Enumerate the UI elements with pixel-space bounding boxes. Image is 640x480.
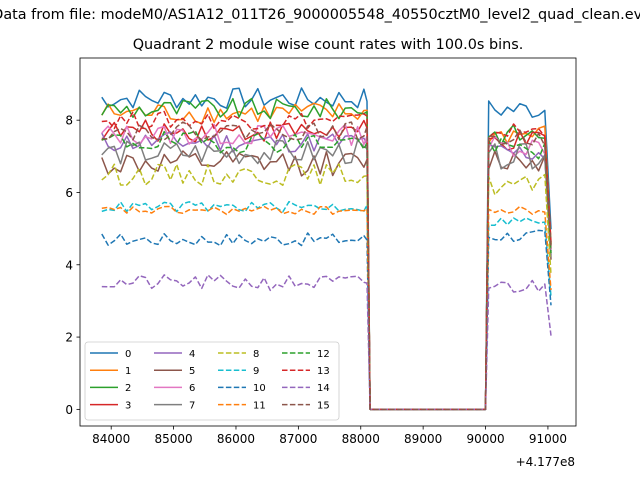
legend-entry-9: 9 <box>218 366 259 377</box>
series-line-8 <box>101 163 552 411</box>
legend-label: 6 <box>189 383 195 394</box>
series-line-10 <box>101 229 552 411</box>
y-tick-label: 8 <box>65 114 73 128</box>
series-line-14 <box>101 274 552 411</box>
legend-entry-8: 8 <box>218 349 259 360</box>
legend-label: 3 <box>125 400 131 411</box>
series-line-11 <box>101 205 552 411</box>
legend-label: 7 <box>189 400 195 411</box>
legend-label: 4 <box>189 349 195 360</box>
x-axis: 84000 85000 86000 87000 88000 89000 90000 91000 <box>92 426 567 446</box>
y-tick-label: 4 <box>65 258 73 272</box>
series-line-12 <box>101 130 552 411</box>
x-tick-label: 86000 <box>217 432 255 446</box>
legend-entry-7: 7 <box>154 400 195 411</box>
legend-label: 12 <box>317 349 330 360</box>
x-tick-label: 90000 <box>466 432 504 446</box>
x-tick-label: 91000 <box>529 432 567 446</box>
series-line-0 <box>101 87 552 411</box>
series-line-13 <box>101 110 552 411</box>
x-tick-label: 88000 <box>342 432 380 446</box>
y-tick-label: 2 <box>65 331 73 345</box>
legend-entry-14: 14 <box>282 383 330 394</box>
axes-frame <box>79 57 577 427</box>
x-tick-label: 89000 <box>404 432 442 446</box>
legend-label: 13 <box>317 366 330 377</box>
legend-label: 14 <box>317 383 330 394</box>
legend-entry-4: 4 <box>154 349 195 360</box>
series-line-3 <box>101 119 552 411</box>
legend-label: 9 <box>253 366 259 377</box>
x-tick-label: 84000 <box>92 432 130 446</box>
legend-label: 15 <box>317 400 330 411</box>
legend-label: 1 <box>125 366 131 377</box>
legend-entry-10: 10 <box>218 383 266 394</box>
legend-entry-1: 1 <box>90 366 131 377</box>
chart-title: Quadrant 2 module wise count rates with … <box>133 37 524 53</box>
legend-label: 5 <box>189 366 195 377</box>
legend-label: 11 <box>253 400 266 411</box>
series-group <box>101 87 552 411</box>
legend-label: 0 <box>125 349 131 360</box>
legend-box <box>84 341 340 421</box>
series-line-15 <box>101 121 552 411</box>
x-tick-label: 87000 <box>279 432 317 446</box>
legend-label: 2 <box>125 383 131 394</box>
legend-entry-6: 6 <box>154 383 195 394</box>
legend-label: 10 <box>253 383 266 394</box>
legend-entry-3: 3 <box>90 400 131 411</box>
figure-suptitle: Data from file: modeM0/AS1A12_011T26_900… <box>0 7 640 23</box>
legend-entry-2: 2 <box>90 383 131 394</box>
series-line-9 <box>101 200 552 411</box>
legend-entry-12: 12 <box>282 349 330 360</box>
x-tick-label: 85000 <box>154 432 192 446</box>
series-line-6 <box>101 123 552 411</box>
y-tick-label: 6 <box>65 186 73 200</box>
y-axis: 0 2 4 6 8 <box>65 114 80 417</box>
legend-entry-5: 5 <box>154 366 195 377</box>
legend-entry-13: 13 <box>282 366 330 377</box>
legend-label: 8 <box>253 349 259 360</box>
legend-entry-15: 15 <box>282 400 330 411</box>
legend-entry-11: 11 <box>218 400 266 411</box>
legend-entry-0: 0 <box>90 349 131 360</box>
x-axis-offset-label: +4.177e8 <box>516 455 575 469</box>
y-tick-label: 0 <box>65 403 73 417</box>
